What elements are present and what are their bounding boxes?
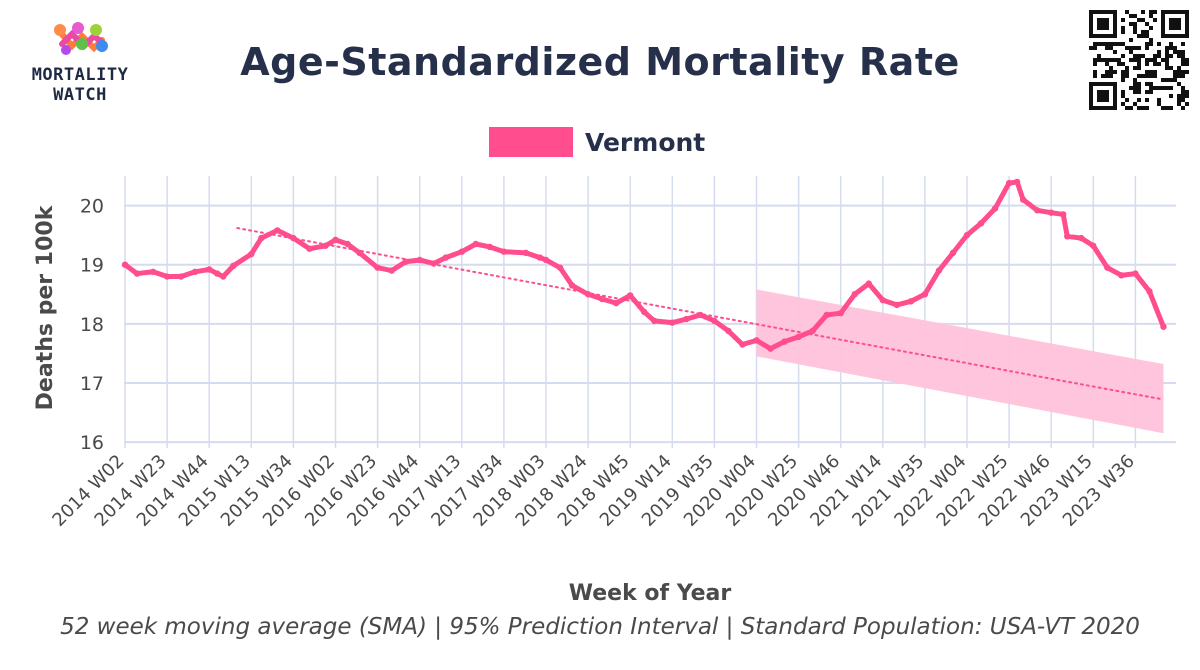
data-point [1090, 242, 1097, 249]
data-point [220, 273, 227, 280]
data-point [442, 254, 449, 261]
data-point [542, 256, 550, 264]
data-point [739, 341, 746, 348]
data-point [949, 249, 957, 257]
mortality-watch-logo: MORTALITY WATCH [18, 18, 142, 108]
y-tick-label: 17 [80, 373, 104, 395]
data-point [584, 291, 592, 298]
y-axis-title: Deaths per 100k [33, 204, 58, 410]
data-point [907, 298, 915, 305]
data-point [191, 268, 199, 275]
data-point [1019, 196, 1027, 203]
data-point [963, 231, 971, 239]
data-point [121, 261, 129, 268]
data-point [206, 266, 213, 273]
data-point [851, 291, 858, 298]
data-point [935, 267, 943, 274]
data-point [809, 327, 816, 335]
data-point [837, 309, 844, 317]
data-point [163, 273, 171, 280]
legend-swatch [489, 127, 573, 157]
data-point [248, 250, 255, 258]
data-point [536, 254, 544, 261]
data-point [1013, 178, 1021, 186]
data-point [568, 282, 576, 289]
data-point [767, 345, 774, 352]
data-point [823, 311, 830, 319]
data-point [725, 327, 732, 335]
data-point [322, 242, 329, 249]
data-point [1118, 272, 1125, 279]
data-point [991, 205, 999, 212]
data-point [374, 264, 381, 271]
data-point [1060, 211, 1067, 218]
legend-label: Vermont [585, 127, 706, 157]
x-axis-title: Week of Year [569, 581, 732, 606]
data-point [416, 256, 423, 264]
data-point [486, 243, 494, 251]
data-point [230, 262, 237, 270]
data-point [781, 338, 788, 345]
data-point [1146, 288, 1153, 295]
data-point [627, 292, 634, 299]
data-point [921, 291, 929, 298]
data-point [651, 317, 658, 325]
data-point [893, 301, 901, 309]
data-point [612, 299, 620, 307]
y-tick-label: 20 [80, 196, 104, 218]
qr-code-icon[interactable] [1088, 10, 1190, 110]
data-point [258, 234, 265, 242]
data-point [598, 295, 606, 303]
data-point [753, 337, 760, 344]
data-point [290, 234, 297, 242]
chart-footnote: 52 week moving average (SMA) | 95% Predi… [60, 614, 1140, 640]
network-logo-icon [54, 22, 108, 55]
data-point [472, 240, 480, 248]
data-point [402, 258, 409, 265]
chart-title: Age-Standardized Mortality Rate [240, 40, 960, 84]
data-point [865, 280, 872, 287]
data-point [1033, 207, 1041, 214]
data-point [306, 245, 313, 252]
data-point [1048, 209, 1055, 216]
data-point [1160, 323, 1167, 330]
data-point [388, 267, 395, 274]
data-point [458, 248, 465, 255]
data-point [641, 308, 648, 316]
data-point [1078, 234, 1085, 242]
data-point [214, 270, 221, 277]
data-point [697, 311, 704, 319]
legend[interactable]: Vermont [489, 126, 705, 158]
data-point [669, 319, 676, 326]
data-point [1064, 233, 1071, 240]
y-tick-label: 18 [80, 314, 104, 336]
data-point [522, 249, 530, 257]
data-point [274, 227, 281, 234]
data-point [977, 220, 985, 227]
data-point [1005, 179, 1013, 187]
data-point [500, 248, 508, 255]
data-point [1132, 270, 1139, 277]
y-tick-label: 19 [80, 255, 104, 277]
data-point [683, 315, 690, 323]
data-point [711, 317, 718, 325]
data-point [795, 333, 802, 341]
logo-text-line2: WATCH [53, 85, 107, 105]
data-point [879, 296, 886, 304]
data-point [1104, 264, 1111, 271]
data-point [356, 249, 363, 257]
data-point [344, 240, 351, 248]
logo-text-line1: MORTALITY [31, 65, 129, 85]
data-point [430, 260, 437, 267]
prediction-interval-band [756, 289, 1164, 434]
data-point [332, 236, 339, 244]
data-point [149, 268, 157, 275]
data-point [177, 273, 185, 280]
data-point [556, 264, 564, 271]
data-point [133, 270, 141, 277]
y-tick-label: 16 [80, 432, 104, 454]
